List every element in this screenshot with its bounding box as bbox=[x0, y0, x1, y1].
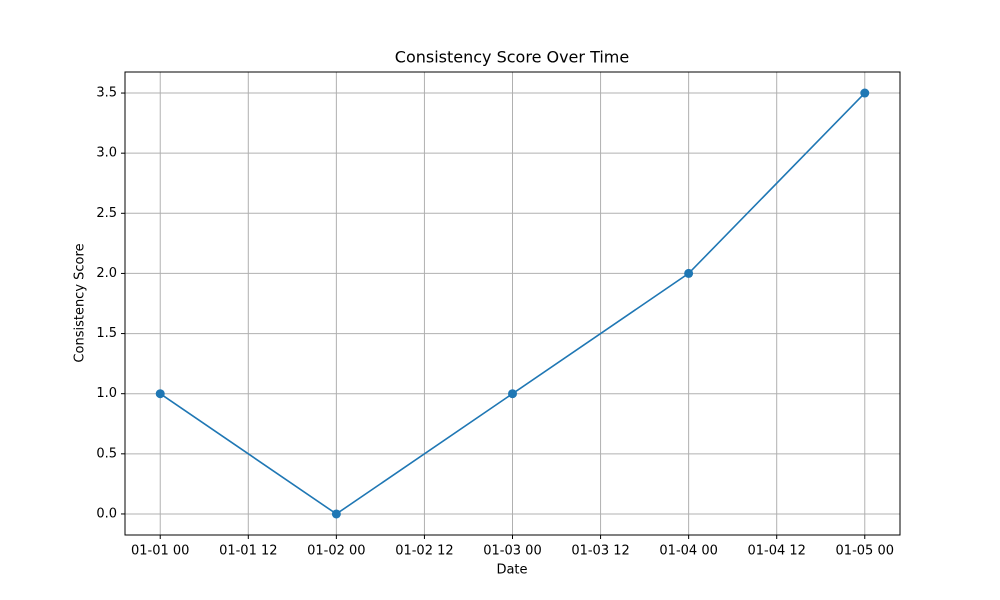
y-tick-label: 3.5 bbox=[96, 86, 117, 101]
point bbox=[155, 389, 165, 399]
y-tick-label: 0.5 bbox=[96, 446, 117, 461]
plot-frame bbox=[124, 71, 901, 536]
y-tick-label: 3.0 bbox=[96, 146, 117, 161]
y-tick-label: 1.5 bbox=[96, 326, 117, 341]
chart-title: Consistency Score Over Time bbox=[395, 48, 629, 67]
y-tick-label: 2.0 bbox=[96, 266, 117, 281]
y-axis-label: Consistency Score bbox=[73, 243, 88, 362]
x-axis-label: Date bbox=[496, 563, 527, 578]
y-tick-label: 1.0 bbox=[96, 386, 117, 401]
x-tick-label: 01-03 12 bbox=[571, 544, 629, 559]
x-tick-label: 01-05 00 bbox=[836, 544, 894, 559]
point bbox=[508, 389, 517, 399]
point bbox=[331, 509, 341, 519]
point bbox=[860, 88, 870, 98]
x-tick-label: 01-01 00 bbox=[131, 544, 189, 559]
x-tick-label: 01-04 12 bbox=[747, 544, 805, 559]
x-tick-label: 01-02 00 bbox=[307, 544, 365, 559]
x-tick-label: 01-01 12 bbox=[219, 544, 277, 559]
point bbox=[684, 268, 694, 278]
x-tick-label: 01-04 00 bbox=[659, 544, 717, 559]
y-tick-label: 2.5 bbox=[96, 206, 117, 221]
x-tick-label: 01-02 12 bbox=[395, 544, 453, 559]
y-tick-label: 0.0 bbox=[96, 506, 117, 521]
x-tick-label: 01-03 00 bbox=[483, 544, 541, 559]
